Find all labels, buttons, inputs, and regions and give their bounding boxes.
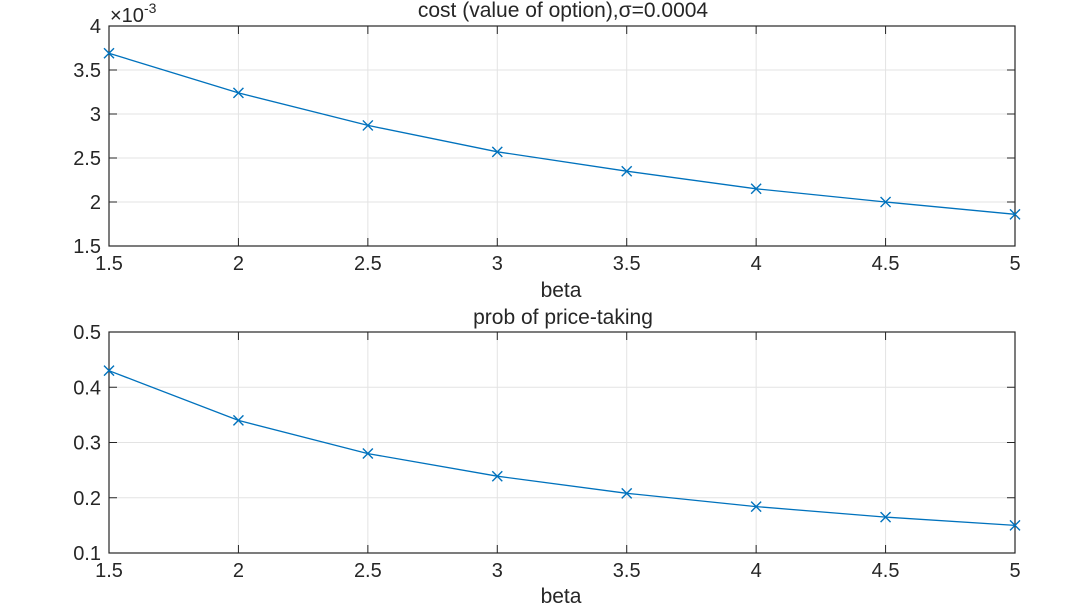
cost-xtick-label: 1.5 <box>95 253 123 275</box>
cost-chart-panel: 1.5 2 2.5 3 3.5 4 4.5 5 1.5 2 2.5 3 3.5 4 cost (value … <box>73 0 1020 302</box>
cost-data-point-marker <box>103 47 115 59</box>
prob-ytick-label: 0.5 <box>73 322 101 344</box>
prob-data-point-marker <box>103 365 115 377</box>
prob-chart-xlabel: beta <box>541 585 582 605</box>
cost-ytick-label: 2 <box>90 192 101 214</box>
cost-axes-box <box>108 25 1016 247</box>
cost-xtick-label: 4.5 <box>872 253 900 275</box>
prob-series-line <box>108 370 1016 527</box>
cost-plot-area <box>109 26 1015 246</box>
prob-xtick-label: 2 <box>233 560 244 582</box>
prob-data-point-marker <box>491 470 503 482</box>
prob-data-point-marker <box>750 501 762 513</box>
prob-xtick-label: 3 <box>492 560 503 582</box>
cost-chart-title: cost (value of option),σ=0.0004 <box>418 0 709 22</box>
cost-xtick-label: 2 <box>233 253 244 275</box>
cost-xtick-label: 3.5 <box>613 253 641 275</box>
prob-data-point-marker <box>1009 519 1021 531</box>
cost-xtick-label: 4 <box>751 253 762 275</box>
prob-chart-panel: 1.5 2 2.5 3 3.5 4 4.5 5 0.1 0.2 0.3 0.4 0.5 prob of p… <box>73 306 1020 605</box>
prob-ytick-label: 0.1 <box>73 543 101 565</box>
prob-chart-title: prob of price-taking <box>473 306 653 329</box>
cost-data-point-marker <box>880 196 892 208</box>
prob-xtick-label: 4 <box>751 560 762 582</box>
cost-ytick-label: 1.5 <box>73 236 101 258</box>
cost-data-point-marker <box>1009 208 1021 220</box>
prob-data-point-marker <box>232 414 244 426</box>
cost-chart-xlabel: beta <box>541 279 582 302</box>
cost-chart-exponent-label: ×10-3 <box>110 0 157 27</box>
prob-xtick-label: 3.5 <box>613 560 641 582</box>
cost-xtick-label: 3 <box>492 253 503 275</box>
cost-data-point-marker <box>750 183 762 195</box>
prob-xtick-label: 5 <box>1009 560 1020 582</box>
prob-ytick-label: 0.4 <box>73 377 101 399</box>
prob-ytick-label: 0.3 <box>73 433 101 455</box>
prob-data-point-marker <box>362 448 374 460</box>
cost-data-point-marker <box>491 146 503 158</box>
cost-ytick-label: 2.5 <box>73 148 101 170</box>
cost-series-line <box>108 52 1016 215</box>
prob-data-point-marker <box>621 487 633 499</box>
cost-data-point-marker <box>232 87 244 99</box>
cost-xtick-label: 5 <box>1009 253 1020 275</box>
cost-ytick-label: 3.5 <box>73 60 101 82</box>
prob-xtick-label: 1.5 <box>95 560 123 582</box>
cost-data-point-marker <box>621 165 633 177</box>
cost-xtick-label: 2.5 <box>354 253 382 275</box>
cost-ytick-label: 4 <box>90 16 101 38</box>
prob-xtick-label: 4.5 <box>872 560 900 582</box>
prob-ytick-label: 0.2 <box>73 488 101 510</box>
prob-xtick-label: 2.5 <box>354 560 382 582</box>
cost-ytick-label: 3 <box>90 104 101 126</box>
cost-data-point-marker <box>362 119 374 131</box>
prob-data-point-marker <box>880 511 892 523</box>
